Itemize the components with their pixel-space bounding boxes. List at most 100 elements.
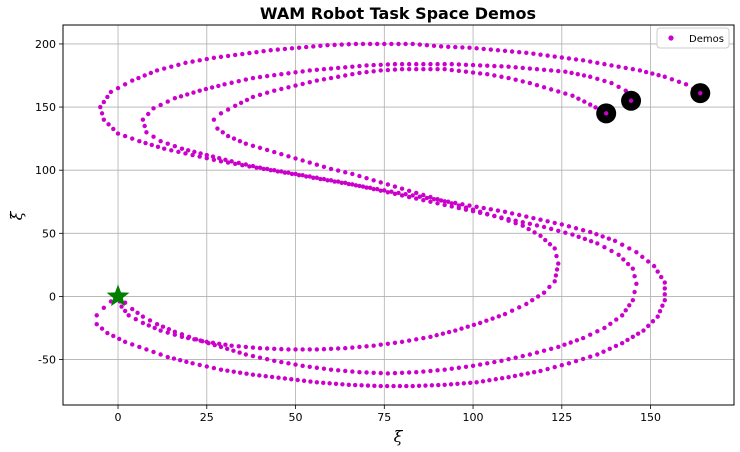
demo-point bbox=[384, 383, 390, 389]
demo-point bbox=[264, 73, 270, 79]
demo-point bbox=[460, 45, 465, 50]
demo-point bbox=[346, 382, 351, 388]
demo-point bbox=[350, 345, 355, 350]
demo-point bbox=[151, 134, 156, 139]
demo-point bbox=[236, 78, 241, 84]
demo-point bbox=[428, 61, 433, 67]
demo-point bbox=[236, 160, 241, 166]
demo-point bbox=[526, 226, 531, 232]
demo-point bbox=[428, 199, 433, 204]
demo-point bbox=[293, 83, 298, 88]
demo-point bbox=[435, 201, 440, 206]
demo-point bbox=[158, 102, 163, 108]
demo-point bbox=[340, 382, 345, 387]
demo-point bbox=[264, 147, 270, 153]
demo-point bbox=[321, 176, 327, 182]
demo-point bbox=[272, 88, 277, 93]
demo-point bbox=[197, 154, 202, 159]
demo-point bbox=[519, 372, 524, 377]
demo-point bbox=[105, 330, 110, 336]
demo-point bbox=[655, 269, 660, 274]
demo-point bbox=[434, 333, 439, 338]
demo-point bbox=[237, 138, 243, 144]
demo-point bbox=[250, 94, 256, 100]
demo-point bbox=[151, 349, 156, 355]
demo-point bbox=[608, 321, 613, 326]
demo-point bbox=[158, 328, 163, 333]
demo-point bbox=[559, 55, 565, 60]
demo-point bbox=[314, 175, 320, 180]
demo-point bbox=[257, 355, 263, 360]
demo-point bbox=[492, 73, 497, 78]
demo-point bbox=[662, 286, 667, 291]
demo-point bbox=[643, 69, 649, 75]
demo-point bbox=[524, 214, 529, 219]
demo-point bbox=[261, 48, 266, 54]
demo-point bbox=[301, 378, 307, 383]
demo-point bbox=[659, 274, 664, 280]
demo-point bbox=[367, 185, 373, 191]
demo-point bbox=[204, 155, 209, 161]
demo-point bbox=[414, 190, 419, 196]
demo-point bbox=[520, 353, 525, 359]
demo-point bbox=[244, 97, 250, 103]
demo-point bbox=[371, 69, 376, 74]
demo-point bbox=[399, 370, 405, 376]
demo-point bbox=[149, 142, 154, 148]
demo-point bbox=[416, 383, 422, 389]
demo-point bbox=[456, 365, 462, 370]
demo-point bbox=[391, 383, 396, 389]
demo-point bbox=[357, 369, 362, 375]
demo-point bbox=[545, 53, 550, 58]
demo-point bbox=[502, 311, 508, 317]
demo-point bbox=[335, 168, 341, 173]
demo-point bbox=[669, 77, 675, 82]
demo-point bbox=[627, 303, 632, 308]
demo-point bbox=[197, 58, 202, 63]
demo-point bbox=[512, 373, 518, 379]
demo-point bbox=[296, 173, 302, 178]
demo-point bbox=[509, 308, 515, 313]
demo-point bbox=[238, 100, 244, 106]
demo-point bbox=[264, 357, 270, 362]
demo-point bbox=[295, 377, 300, 383]
demo-point bbox=[282, 170, 288, 175]
demo-point bbox=[339, 180, 344, 186]
demo-point bbox=[580, 335, 586, 341]
demos-series bbox=[94, 41, 703, 389]
demo-point bbox=[240, 162, 245, 168]
demo-point bbox=[442, 199, 447, 204]
demo-point bbox=[98, 104, 103, 110]
demo-point bbox=[431, 43, 437, 49]
demo-point bbox=[403, 191, 408, 197]
demo-point bbox=[197, 88, 202, 93]
demo-point bbox=[442, 382, 447, 388]
demo-point bbox=[527, 352, 533, 357]
demo-point bbox=[311, 44, 316, 49]
demo-point bbox=[397, 383, 403, 389]
demo-point bbox=[575, 72, 580, 77]
demo-point bbox=[396, 190, 401, 196]
demo-point bbox=[218, 159, 224, 164]
demo-point bbox=[190, 152, 195, 158]
demo-point bbox=[399, 66, 405, 72]
demo-point bbox=[147, 318, 153, 323]
demo-point bbox=[185, 148, 191, 153]
demo-point bbox=[232, 103, 238, 108]
demo-point bbox=[619, 313, 625, 318]
demo-point bbox=[392, 67, 398, 72]
demo-point bbox=[243, 77, 249, 82]
demo-point bbox=[630, 334, 636, 340]
demo-point bbox=[300, 363, 305, 369]
demo-point bbox=[350, 171, 355, 177]
demo-point bbox=[520, 65, 525, 71]
demo-point bbox=[660, 303, 665, 308]
demo-point bbox=[580, 58, 586, 63]
demo-point bbox=[541, 224, 547, 230]
demo-point bbox=[506, 357, 511, 362]
demo-point bbox=[243, 162, 249, 167]
demo-point bbox=[222, 82, 227, 87]
demo-point bbox=[307, 160, 312, 165]
demo-point bbox=[275, 47, 280, 52]
